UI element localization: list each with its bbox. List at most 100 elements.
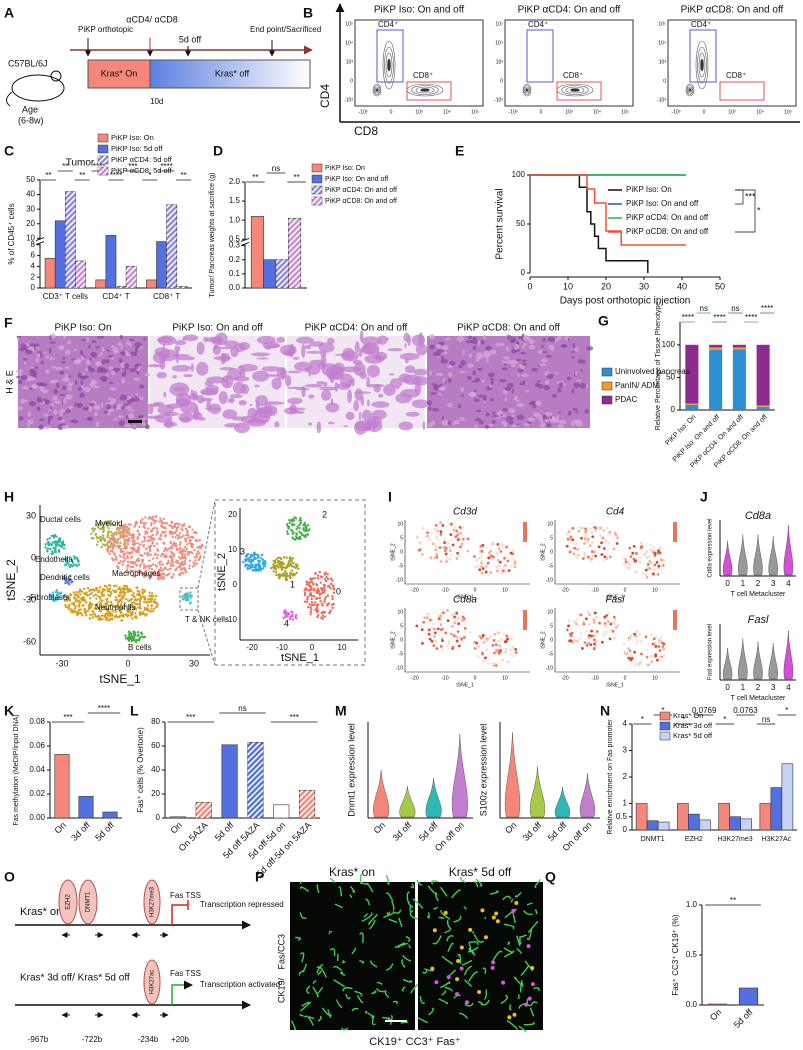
tissue-texture <box>82 406 91 411</box>
label: 0 <box>400 549 403 555</box>
cell-dot <box>125 570 129 573</box>
cell-dot <box>52 546 55 550</box>
tissue-texture <box>465 339 474 344</box>
cell-dot <box>571 538 575 542</box>
cell-dot <box>129 565 133 569</box>
cell-dot <box>84 592 87 595</box>
cell-dot <box>109 617 113 621</box>
cell-dot <box>178 532 182 535</box>
tissue-texture <box>142 421 146 427</box>
violin <box>399 785 416 818</box>
cell-dot <box>439 623 443 627</box>
cell-dot <box>161 531 165 535</box>
label: 0 <box>474 675 477 681</box>
cell-dot <box>306 580 309 583</box>
tissue-texture <box>49 357 56 361</box>
if-texture <box>383 911 395 919</box>
if-texture <box>317 970 322 976</box>
label: -10 <box>546 665 553 671</box>
cell-dot <box>284 572 287 575</box>
cell-dot <box>146 564 150 568</box>
tissue-texture <box>308 371 311 377</box>
cell-dot <box>130 555 134 559</box>
label: 10³ <box>346 59 354 65</box>
cell-dot <box>136 634 139 638</box>
tissue-texture <box>535 400 542 406</box>
cell-dot <box>578 637 581 641</box>
cell-dot <box>136 589 140 593</box>
cell-dot <box>142 543 145 547</box>
density-contour <box>385 52 393 78</box>
cell-dot <box>119 603 123 606</box>
cell-dot <box>246 567 249 571</box>
cell-dot <box>153 544 156 548</box>
if-texture <box>464 979 473 987</box>
if-texture <box>340 971 346 977</box>
cell-dot <box>186 543 189 546</box>
tissue-texture <box>91 340 97 343</box>
tissue-texture <box>549 412 553 416</box>
cell-dot <box>253 551 256 554</box>
cell-dot <box>128 588 132 591</box>
tissue-texture <box>309 359 325 366</box>
cell-dot <box>496 569 499 573</box>
cell-dot <box>494 643 498 646</box>
cell-dot <box>306 597 309 601</box>
cell-dot <box>610 555 614 558</box>
x-tick-label: 2 <box>756 579 761 588</box>
cell-dot <box>605 616 609 620</box>
y-tick-label: 50 <box>666 373 675 382</box>
cell-dot <box>279 574 282 577</box>
x-tick-label: 0 <box>725 579 730 588</box>
tissue-texture <box>519 382 526 386</box>
if-texture <box>391 900 395 911</box>
cell-dot <box>634 559 638 563</box>
label: tSNE_2 <box>216 553 228 591</box>
cell-dot <box>475 641 478 645</box>
if-texture <box>302 963 307 972</box>
tissue-texture <box>36 406 41 412</box>
tissue-texture <box>122 367 130 370</box>
y-axis-label: Fas methylation (MeDIP/input DNA) <box>13 714 20 825</box>
hatch <box>247 742 264 818</box>
if-texture <box>433 906 438 910</box>
cell-dot <box>101 590 104 593</box>
y-axis-label: Fas⁺ cells (% Overtone) <box>136 727 145 813</box>
significance: ** <box>62 162 68 171</box>
tissue-texture <box>33 374 37 379</box>
cell-dot <box>309 610 313 614</box>
cell-dot <box>567 624 571 628</box>
cell-dot <box>616 536 619 540</box>
violin <box>753 534 763 576</box>
cell-dot <box>114 608 117 612</box>
tss-arrow <box>171 904 188 925</box>
cell-dot <box>573 546 577 550</box>
cell-dot <box>191 528 194 531</box>
cell-dot <box>52 591 55 594</box>
cell-dot <box>194 559 197 562</box>
cell-dot <box>152 609 155 613</box>
cell-dot <box>608 530 612 534</box>
cell-dot <box>603 622 607 626</box>
label: 0 <box>233 580 238 589</box>
cell-dot <box>127 608 130 612</box>
label: αCD4/ αCD8 <box>126 14 177 24</box>
if-texture <box>329 948 336 957</box>
if-texture <box>356 995 363 1004</box>
tissue-texture <box>453 419 460 425</box>
density-contour <box>697 46 707 84</box>
cell-dot <box>586 610 590 614</box>
label: PiKP Iso: On <box>54 323 111 334</box>
cell-dot <box>439 645 443 648</box>
significance: ** <box>79 171 85 180</box>
cell-dot <box>159 534 162 538</box>
cell-dot <box>570 546 574 550</box>
cell-dot <box>569 639 573 643</box>
legend-label: PiKP Iso: On and off <box>626 199 699 208</box>
cell-dot <box>282 556 286 559</box>
cell-dot <box>454 619 458 623</box>
x-tick-label: 20 <box>601 281 611 291</box>
cell-dot <box>587 641 591 645</box>
cell-dot <box>634 634 638 638</box>
